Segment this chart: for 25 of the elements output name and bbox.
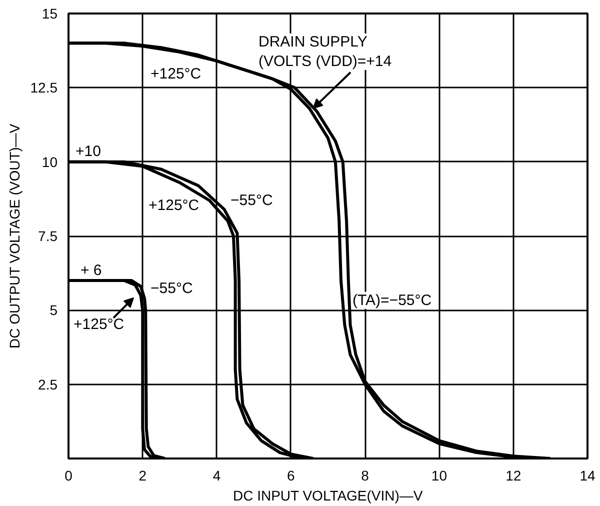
annotation: +10: [76, 143, 101, 160]
x-tick-label: 10: [431, 468, 448, 484]
annotation: + 6: [80, 262, 102, 279]
annotation: DRAIN SUPPLY (VOLTS (VDD)=+14: [258, 33, 392, 70]
x-tick-label: 4: [212, 468, 221, 484]
y-tick-label: 10: [42, 154, 58, 170]
annotation: +125°C: [150, 65, 202, 82]
x-tick-label: 2: [138, 468, 147, 484]
annotation: +125°C: [148, 197, 200, 214]
x-tick-label: 14: [580, 468, 596, 484]
annotation: −55°C: [230, 192, 273, 210]
y-axis-title: DC OUTPUT VOLTAGE (VOUT)—V: [6, 123, 22, 349]
y-tick-label: 7.5: [38, 228, 58, 244]
x-axis-title: DC INPUT VOLTAGE(VIN)—V: [232, 488, 424, 504]
y-tick-label: 2.5: [38, 376, 58, 392]
y-tick-label: 12.5: [30, 80, 58, 96]
x-tick-label: 0: [64, 468, 73, 484]
x-tick-label: 6: [287, 468, 296, 484]
annotation: −55°C: [150, 280, 193, 297]
y-tick-label: 15: [42, 6, 58, 22]
x-tick-label: 8: [361, 468, 370, 484]
y-tick-label: 5: [50, 302, 58, 318]
annotation: +125°C: [74, 316, 124, 333]
x-tick-label: 12: [506, 468, 522, 484]
annotation: (TA)=−55°C: [352, 292, 432, 309]
